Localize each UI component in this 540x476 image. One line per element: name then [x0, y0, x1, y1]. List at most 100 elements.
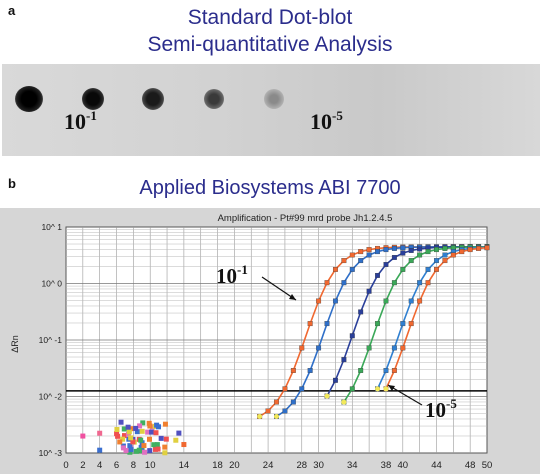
- noise-point: [97, 447, 103, 453]
- y-tick-label: 10^ -1: [39, 335, 63, 345]
- curve-point: [450, 252, 456, 258]
- x-tick-label: 34: [347, 460, 358, 471]
- curve-point: [316, 298, 322, 304]
- noise-point: [176, 430, 182, 436]
- curve-point: [274, 399, 279, 405]
- noise-point: [130, 439, 136, 445]
- blot-dot-1: [15, 86, 43, 112]
- dilution-label-1e-1: 10-1: [64, 108, 97, 134]
- noise-point: [115, 433, 121, 439]
- noise-point: [136, 447, 142, 453]
- curve-point: [408, 258, 414, 264]
- annotation-arrows: [261, 276, 423, 406]
- noise-point: [137, 423, 143, 429]
- noise-point: [128, 426, 134, 432]
- x-tick-label: 4: [97, 460, 102, 471]
- noise-point: [146, 436, 152, 442]
- y-tick-label: 10^ 0: [41, 279, 62, 289]
- noise-point: [138, 437, 144, 443]
- curve-point: [476, 245, 482, 251]
- curve-start-marker: [324, 393, 330, 399]
- blot-dot-3: [142, 88, 164, 110]
- curve-point: [391, 255, 397, 260]
- noise-point: [141, 443, 147, 449]
- noise-point: [117, 439, 123, 445]
- y-axis-title: ΔRn: [10, 335, 20, 353]
- y-tick-label: 10^ -3: [39, 448, 63, 458]
- curve-point: [375, 321, 380, 327]
- noise-point: [149, 429, 155, 435]
- baseline-noise: [80, 419, 187, 456]
- x-tick-label: 2: [80, 460, 85, 471]
- blot-dot-2: [82, 88, 104, 110]
- noise-point: [154, 442, 160, 448]
- curve-point: [408, 248, 414, 253]
- curve-point: [400, 345, 406, 351]
- curve-point: [383, 298, 389, 304]
- noise-point: [139, 440, 145, 446]
- curve-point: [307, 321, 313, 327]
- curve-point: [459, 249, 465, 255]
- curve-point: [290, 368, 296, 373]
- curve-point: [349, 333, 355, 339]
- curve-point: [349, 386, 355, 392]
- noise-point: [158, 435, 164, 441]
- curve-start-marker: [383, 386, 389, 392]
- blot-dot-4: [204, 89, 224, 109]
- y-axis-ticks: 10^ -3 10^ -2 10^ -1 10^ 0 10^ 1: [39, 222, 63, 458]
- noise-point: [173, 437, 179, 443]
- curve-point: [366, 247, 372, 253]
- arrow-bottom-head: [388, 385, 395, 391]
- curve-point: [442, 258, 448, 264]
- panel-b-title: Applied Biosystems ABI 7700: [139, 177, 401, 199]
- curve-point: [375, 249, 380, 255]
- curve-point: [358, 368, 364, 373]
- noise-point: [138, 445, 144, 451]
- curve-point: [417, 280, 423, 286]
- noise-point: [114, 426, 120, 432]
- dilution-label-1e-5: 10-5: [310, 108, 343, 134]
- noise-point: [151, 442, 157, 448]
- noise-point: [139, 428, 145, 434]
- x-tick-label: 44: [431, 460, 442, 471]
- plot-header: Amplification - Pt#99 mrd probe Jh1.2.4.…: [218, 213, 393, 224]
- curve-point: [349, 266, 355, 272]
- arrow-top: [261, 276, 297, 301]
- curve-point: [358, 258, 364, 264]
- curve-point: [400, 250, 406, 256]
- y-tick-label: 10^ -2: [39, 392, 63, 402]
- curve-point: [408, 321, 414, 327]
- curve-point: [391, 245, 397, 251]
- panel-a-title-line2: Semi-quantitative Analysis: [147, 33, 393, 56]
- x-tick-label: 6: [114, 460, 119, 471]
- noise-point: [146, 420, 152, 426]
- curve-point: [366, 252, 372, 258]
- noise-point: [162, 450, 168, 456]
- curve-point: [434, 266, 439, 272]
- curve-point: [417, 252, 423, 258]
- x-tick-label: 0: [63, 460, 68, 471]
- x-tick-label: 20: [229, 460, 240, 471]
- noise-point: [152, 446, 158, 452]
- x-tick-label: 14: [179, 460, 190, 471]
- dot-blot-membrane: [2, 64, 540, 156]
- curve-point: [467, 247, 473, 253]
- curve-point: [341, 258, 347, 264]
- curve-point: [324, 280, 330, 286]
- noise-point: [140, 420, 146, 426]
- noise-point: [145, 429, 151, 435]
- amplification-curves: [257, 244, 490, 420]
- noise-point: [128, 435, 134, 441]
- curve-point: [332, 266, 338, 272]
- curve-point: [400, 266, 406, 272]
- curve-point: [341, 357, 347, 363]
- x-tick-label: 8: [131, 460, 136, 471]
- curve-point: [408, 298, 414, 304]
- curve-point: [391, 368, 397, 373]
- arrow-bottom: [387, 384, 423, 406]
- noise-point: [123, 447, 129, 453]
- curve-point: [417, 298, 423, 304]
- noise-point: [153, 430, 159, 436]
- curve-start-marker: [341, 399, 347, 405]
- noise-point: [155, 424, 161, 430]
